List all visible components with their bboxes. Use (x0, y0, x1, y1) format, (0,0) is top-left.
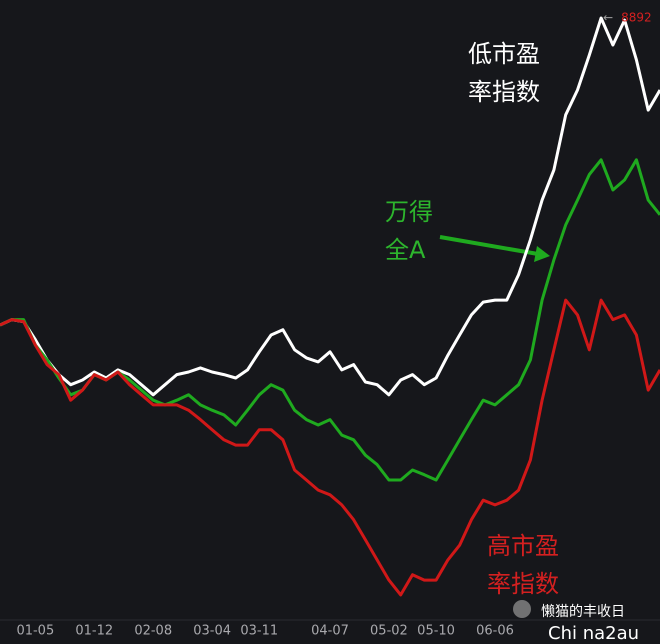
max-label: 8892 (621, 10, 652, 24)
arrow-head (534, 246, 550, 262)
watermark-icon (513, 600, 531, 618)
arrow (439, 235, 539, 256)
series-label: 高市盈 (487, 532, 559, 560)
series-label: 低市盈 (468, 40, 540, 68)
x-tick-label: 02-08 (134, 624, 172, 639)
x-tick-label: 03-04 (193, 624, 231, 639)
x-tick-label: 03-11 (240, 624, 278, 639)
x-tick-label: 05-02 (370, 624, 408, 639)
max-arrow: ← (603, 10, 613, 24)
x-tick-label: 01-05 (16, 624, 54, 639)
watermark-account: 懒猫的丰收日 (541, 604, 625, 620)
x-tick-label: 04-07 (311, 624, 349, 639)
series-label: 率指数 (487, 570, 559, 598)
x-tick-label: 01-12 (75, 624, 113, 639)
x-tick-label: 06-06 (476, 624, 514, 639)
series-label: 全A (385, 236, 426, 264)
line (0, 298, 660, 597)
series-label: 率指数 (468, 78, 540, 106)
x-tick-label: 05-10 (417, 624, 455, 639)
line (0, 16, 660, 397)
series-label: 万得 (385, 198, 433, 226)
watermark-text: Chi na2au (548, 623, 639, 644)
